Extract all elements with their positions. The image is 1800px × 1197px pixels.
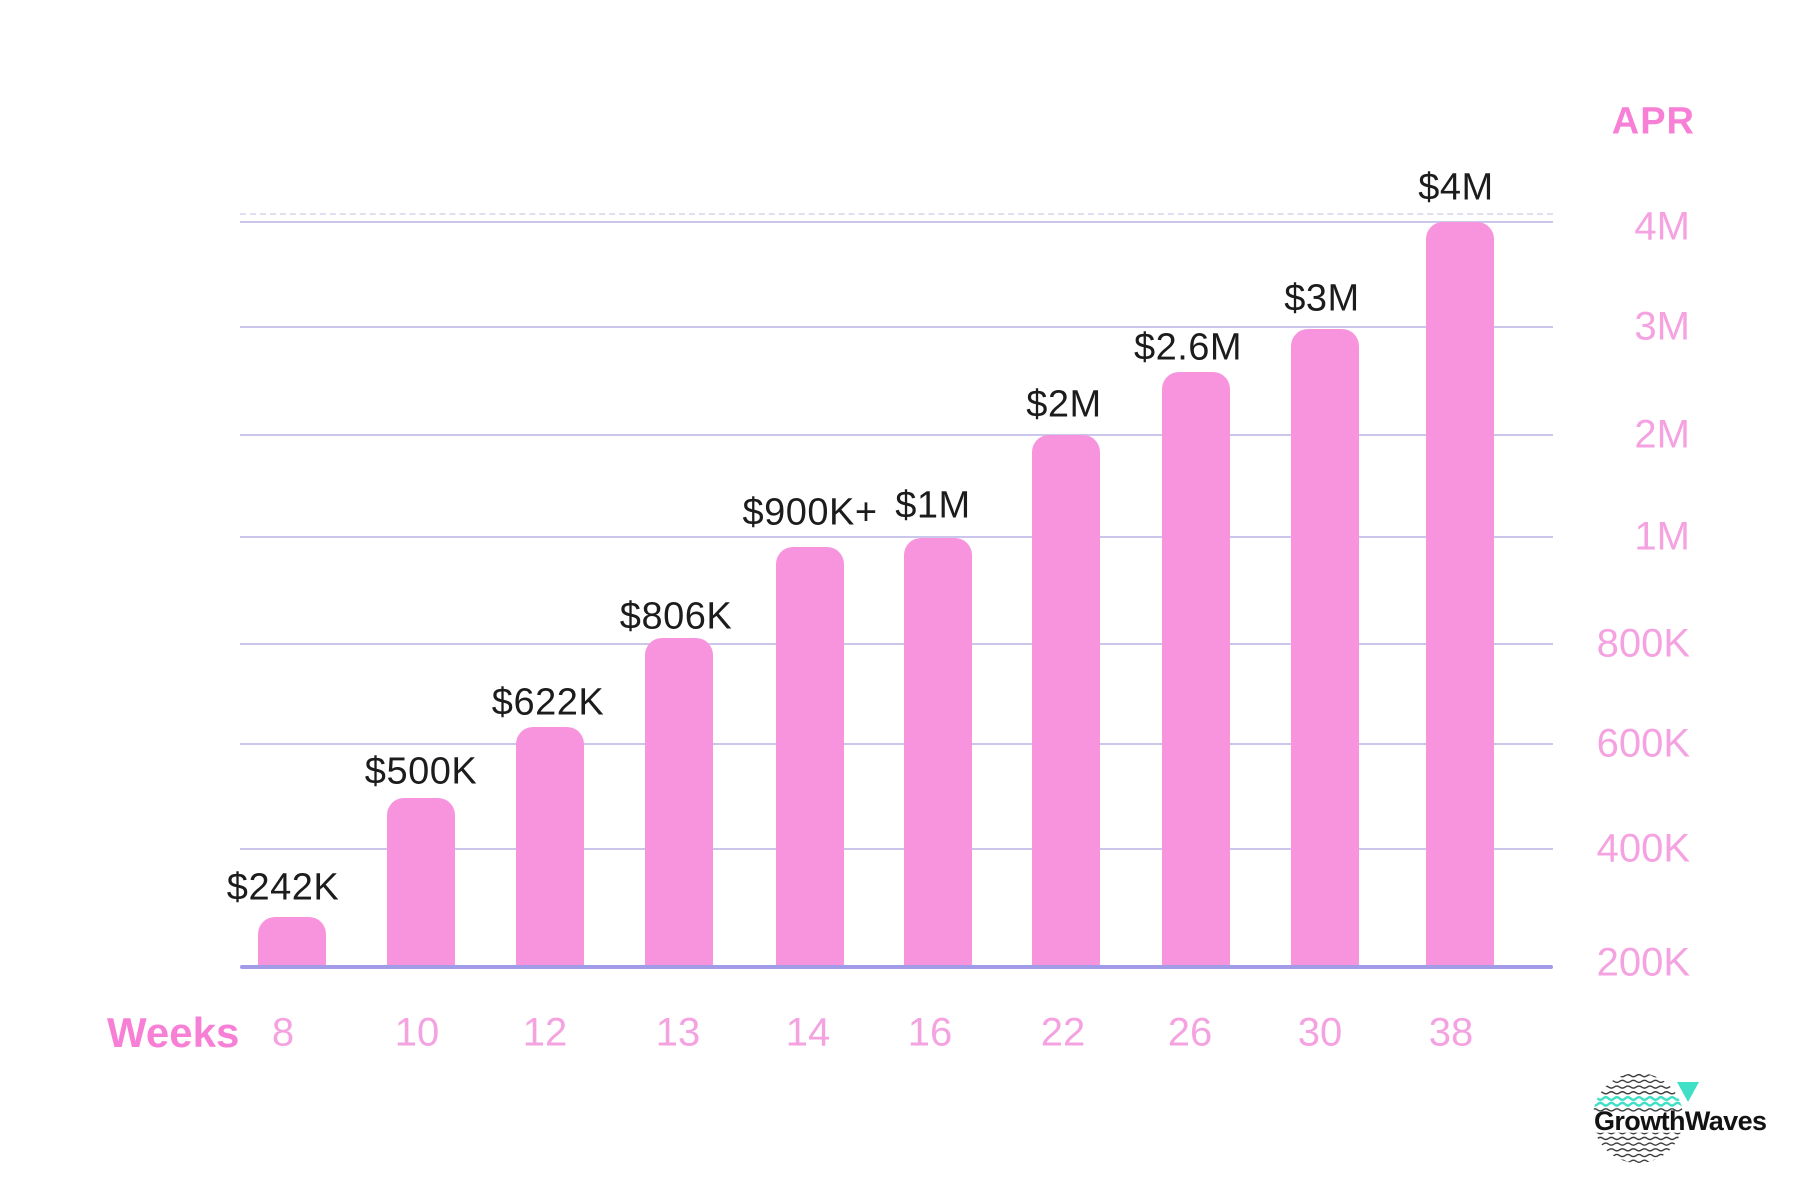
logo-wave-line: [1592, 1159, 1684, 1163]
bar-value-label: $3M: [1284, 277, 1360, 320]
y-tick-label: 3M: [1634, 304, 1690, 349]
y-gridline: [240, 536, 1553, 538]
y-tick-label: 200K: [1596, 940, 1690, 985]
bar-week-10: [387, 798, 455, 967]
logo-wave-line: [1592, 1142, 1684, 1146]
y-tick-label: 2M: [1634, 412, 1690, 457]
x-tick-label: 26: [1167, 1010, 1213, 1055]
bar-week-12: [516, 727, 584, 967]
bar-week-13: [645, 638, 713, 967]
y-gridline: [240, 221, 1553, 223]
bar-value-label: $242K: [226, 866, 340, 909]
x-tick-label: 38: [1428, 1010, 1474, 1055]
logo-accent-wave: [1592, 1101, 1684, 1107]
x-tick-label: 22: [1040, 1010, 1086, 1055]
y-gridline: [240, 743, 1553, 745]
bar-value-label: $500K: [364, 750, 478, 793]
x-tick-label: 13: [655, 1010, 701, 1055]
y-tick-label: 800K: [1596, 621, 1690, 666]
logo-accent-wave: [1592, 1095, 1684, 1102]
bar-week-38: [1426, 222, 1494, 967]
y-tick-label: 4M: [1634, 204, 1690, 249]
logo-triangle-icon: [1677, 1082, 1699, 1102]
x-tick-label: 10: [394, 1010, 440, 1055]
bar-value-label: $1M: [895, 484, 971, 527]
logo-wave-line: [1592, 1153, 1684, 1158]
bar-week-26: [1162, 372, 1230, 967]
bar-week-22: [1032, 435, 1100, 967]
logo-text: GrowthWaves: [1594, 1106, 1767, 1136]
logo-wave-line: [1592, 1079, 1684, 1084]
bar-week-8: [258, 917, 326, 967]
bar-value-label: $622K: [491, 681, 605, 724]
y-gridline: [240, 643, 1553, 645]
x-tick-label: 8: [271, 1010, 295, 1055]
y-tick-label: 600K: [1596, 721, 1690, 766]
bar-value-label: $806K: [619, 595, 733, 638]
y-tick-label: 1M: [1634, 514, 1690, 559]
x-tick-label: 30: [1297, 1010, 1343, 1055]
bar-value-label: $2.6M: [1133, 326, 1243, 369]
growthwaves-logo: GrowthWaves: [1592, 1072, 1792, 1182]
x-tick-label: 14: [785, 1010, 831, 1055]
logo-wave-line: [1592, 1073, 1684, 1078]
logo-wave-line: [1592, 1108, 1684, 1112]
top-gridline-dashed: [240, 213, 1553, 215]
bar-value-label: $2M: [1026, 383, 1102, 426]
y-gridline: [240, 848, 1553, 850]
logo-text-band: [1592, 1112, 1684, 1133]
bar-value-label: $900K+: [742, 491, 878, 534]
logo-wave-line: [1592, 1136, 1684, 1141]
x-tick-label: 12: [522, 1010, 568, 1055]
bar-week-16: [904, 538, 972, 967]
y-gridline: [240, 434, 1553, 436]
bar-week-30: [1291, 329, 1359, 967]
logo-wave-circle-icon: [1592, 1073, 1684, 1163]
x-tick-label: 16: [907, 1010, 953, 1055]
x-axis-baseline: [240, 965, 1553, 969]
logo-wave-line: [1592, 1091, 1684, 1095]
bar-week-14: [776, 547, 844, 967]
y-gridline: [240, 326, 1553, 328]
y-tick-label: 400K: [1596, 826, 1690, 871]
y-axis-title: APR: [1611, 100, 1695, 143]
logo-wave-line: [1592, 1085, 1684, 1089]
bar-value-label: $4M: [1418, 166, 1494, 209]
logo-wave-line: [1592, 1148, 1684, 1152]
x-axis-title: Weeks: [107, 1009, 240, 1056]
